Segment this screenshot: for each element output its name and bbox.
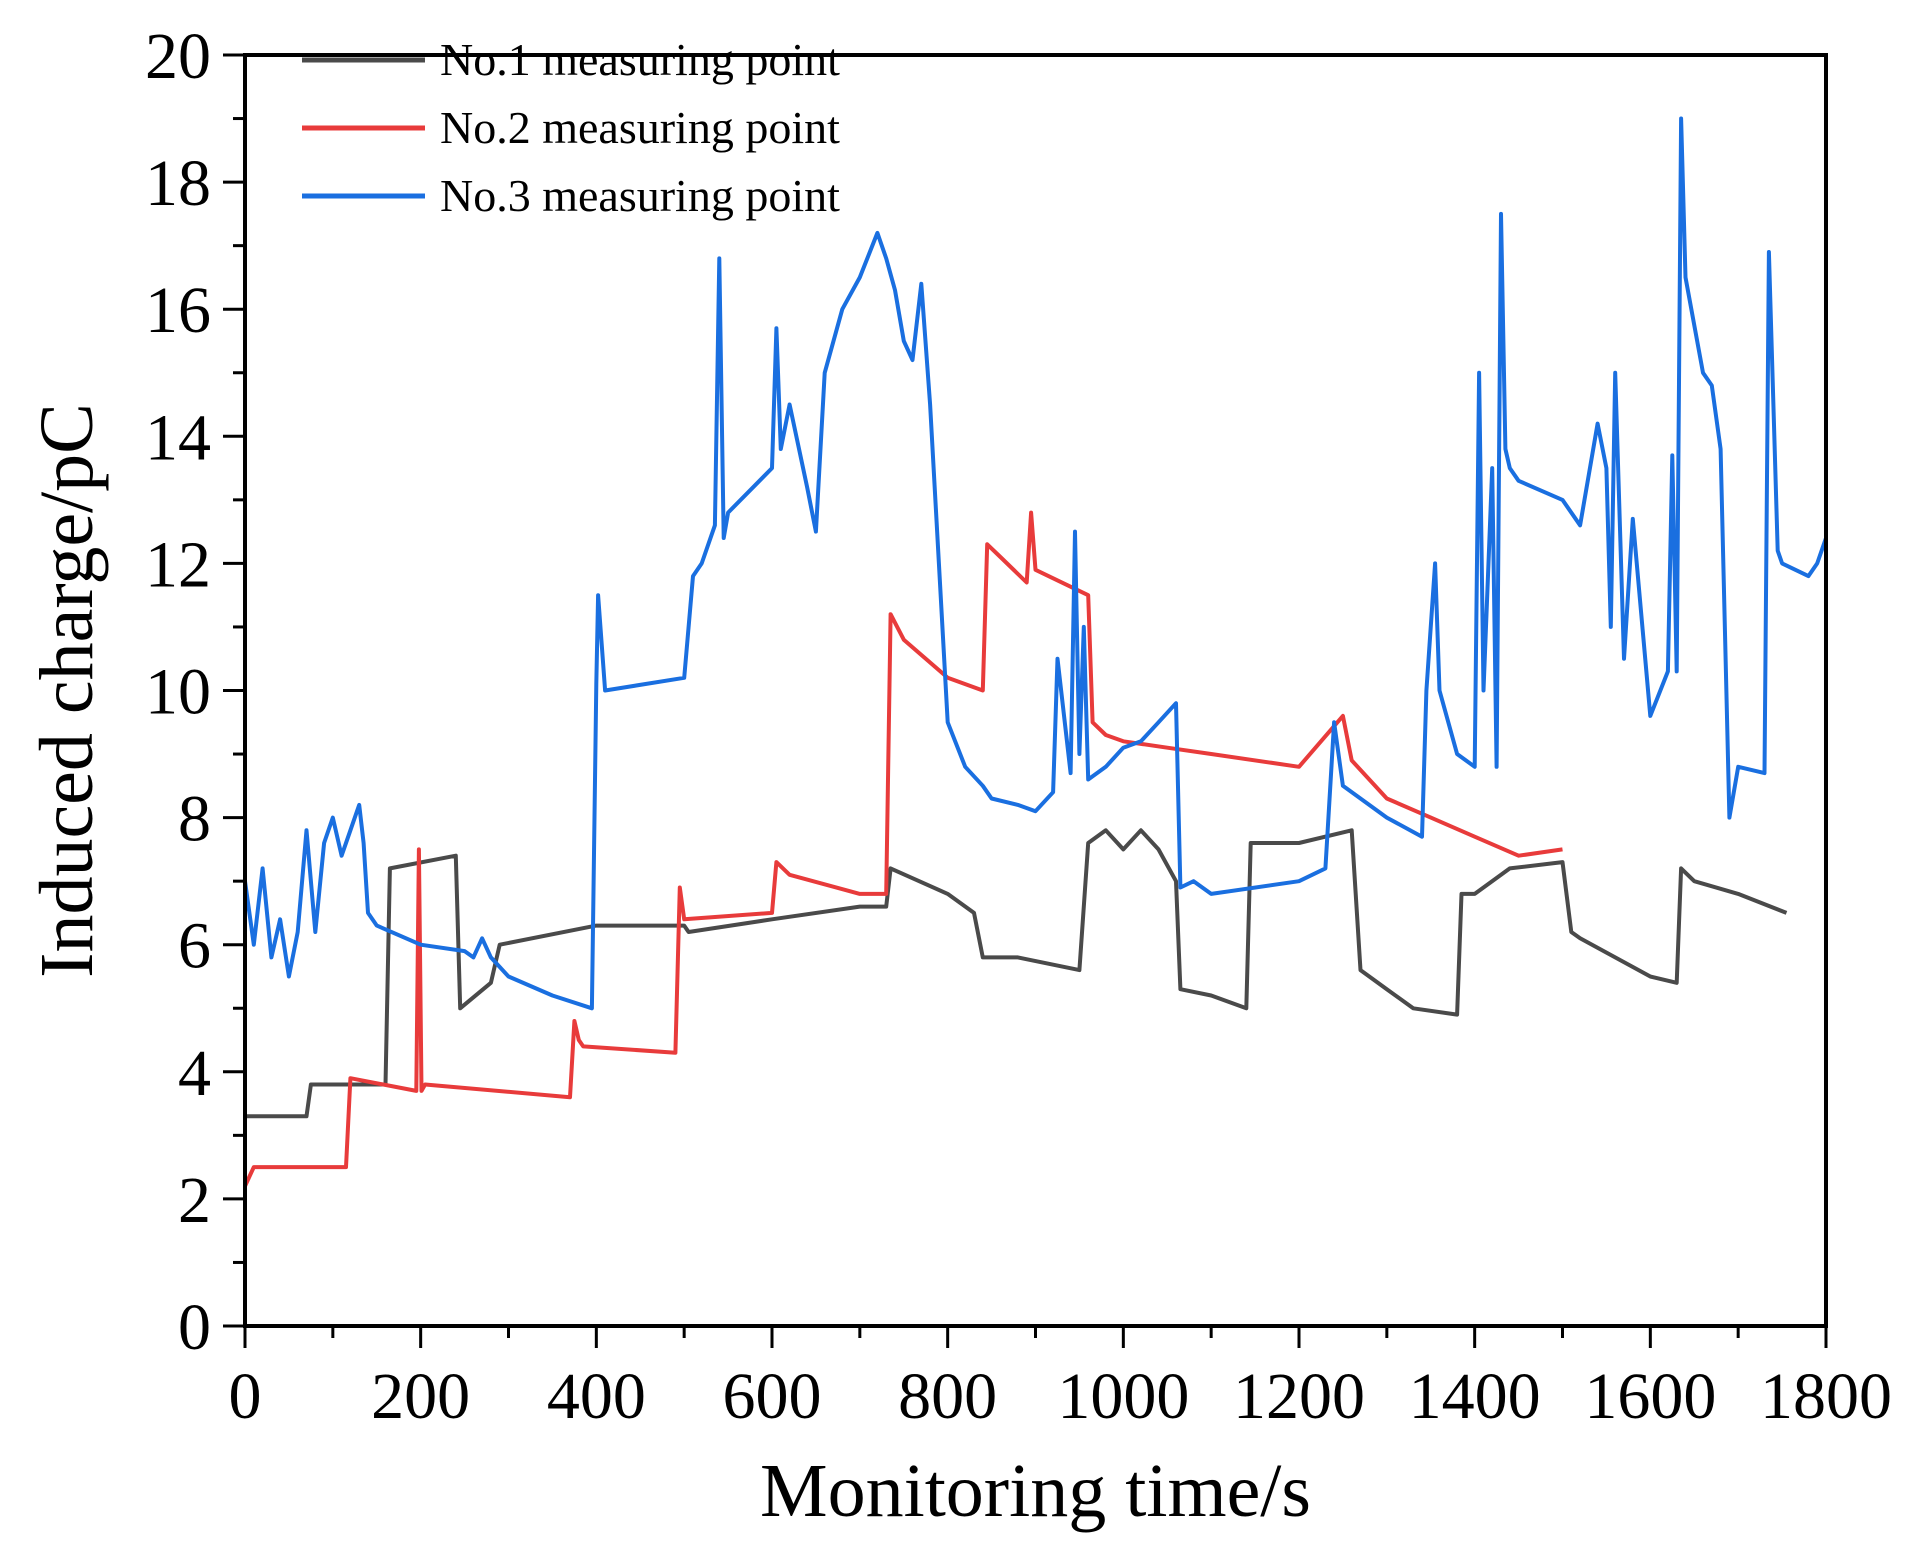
x-tick-label: 1400	[1409, 1360, 1541, 1433]
y-tick-label: 4	[178, 1037, 211, 1110]
x-tick-label: 1800	[1760, 1360, 1892, 1433]
legend-label-1: No.1 measuring point	[440, 34, 840, 85]
x-axis-title: Monitoring time/s	[760, 1449, 1311, 1533]
y-tick-label: 2	[178, 1164, 211, 1237]
y-tick-label: 18	[145, 147, 211, 220]
x-tick-label: 400	[547, 1360, 646, 1433]
y-tick-label: 0	[178, 1291, 211, 1364]
x-tick-label: 600	[723, 1360, 822, 1433]
x-tick-label: 1600	[1584, 1360, 1716, 1433]
y-tick-label: 12	[145, 528, 211, 601]
x-axis-ticks: 0 200 400 600 800 1000 1200 1400 1600 1800	[229, 1326, 1892, 1433]
plot-frame	[243, 53, 1828, 1328]
y-axis-ticks: 0 2 4 6 8 10 12 14 16 18 20	[145, 20, 245, 1364]
x-tick-label: 1200	[1233, 1360, 1365, 1433]
y-tick-label: 14	[145, 401, 211, 474]
legend-label-2: No.2 measuring point	[440, 102, 840, 153]
x-tick-label: 0	[229, 1360, 262, 1433]
series-line-2	[243, 510, 1563, 1188]
x-tick-label: 200	[371, 1360, 470, 1433]
series-line-1	[245, 828, 1788, 1119]
y-tick-label: 20	[145, 20, 211, 93]
legend-label-3: No.3 measuring point	[440, 170, 840, 221]
x-tick-label: 1000	[1057, 1360, 1189, 1433]
y-tick-label: 10	[145, 656, 211, 729]
y-axis-title: Induced charge/pC	[25, 403, 109, 978]
y-tick-label: 16	[145, 274, 211, 347]
y-tick-label: 6	[178, 910, 211, 983]
x-tick-label: 800	[898, 1360, 997, 1433]
y-tick-label: 8	[178, 783, 211, 856]
series-line-3	[243, 116, 1828, 1011]
series-layer	[243, 116, 1828, 1188]
legend: No.1 measuring point No.2 measuring point…	[302, 34, 840, 221]
